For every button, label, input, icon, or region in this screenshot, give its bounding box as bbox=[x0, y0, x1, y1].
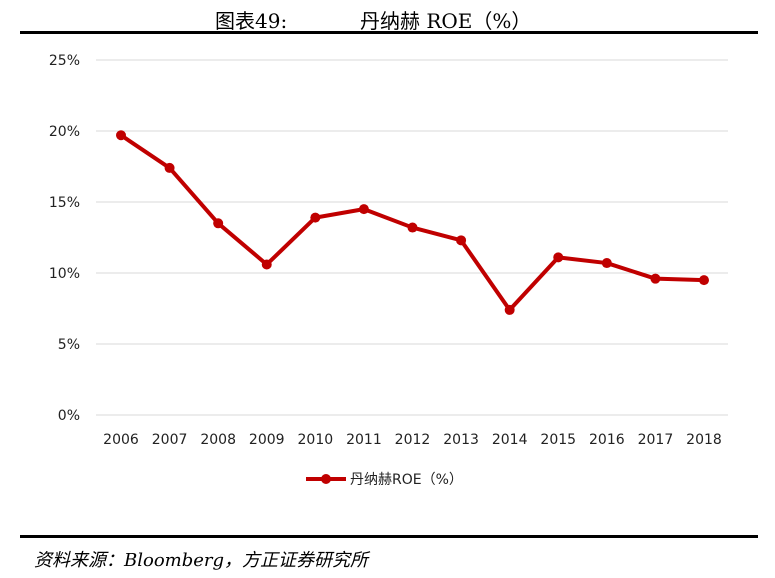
y-tick-label: 15% bbox=[49, 195, 80, 211]
x-tick-label: 2010 bbox=[298, 432, 334, 448]
data-point bbox=[407, 222, 418, 233]
y-tick-label: 25% bbox=[49, 53, 80, 69]
x-tick-label: 2017 bbox=[638, 432, 674, 448]
data-point bbox=[601, 258, 612, 269]
figure-name: 丹纳赫 ROE（%） bbox=[360, 9, 532, 33]
x-tick-label: 2018 bbox=[686, 432, 722, 448]
legend-label: 丹纳赫ROE（%） bbox=[350, 472, 463, 488]
x-tick-label: 2011 bbox=[346, 432, 382, 448]
figure-label: 图表49: bbox=[215, 9, 288, 33]
data-point bbox=[310, 212, 321, 223]
data-point bbox=[456, 235, 467, 246]
data-point bbox=[116, 130, 126, 141]
data-point bbox=[504, 304, 515, 315]
data-point bbox=[650, 273, 661, 284]
data-point bbox=[261, 259, 272, 270]
source-note: 资料来源：Bloomberg，方正证券研究所 bbox=[34, 550, 369, 571]
data-point bbox=[699, 275, 709, 286]
y-tick-label: 0% bbox=[58, 408, 80, 424]
x-tick-label: 2015 bbox=[540, 432, 576, 448]
x-tick-label: 2009 bbox=[249, 432, 285, 448]
bottom-rule bbox=[20, 535, 758, 538]
x-tick-label: 2014 bbox=[492, 432, 528, 448]
x-tick-label: 2016 bbox=[589, 432, 625, 448]
data-point bbox=[213, 218, 224, 229]
x-tick-label: 2012 bbox=[395, 432, 431, 448]
x-tick-label: 2013 bbox=[443, 432, 479, 448]
top-rule bbox=[20, 31, 758, 34]
y-tick-label: 20% bbox=[49, 124, 80, 140]
y-tick-label: 5% bbox=[58, 337, 80, 353]
data-point bbox=[553, 252, 564, 263]
data-point bbox=[164, 162, 175, 173]
data-point bbox=[358, 204, 369, 215]
x-tick-label: 2007 bbox=[152, 432, 188, 448]
legend-marker bbox=[321, 474, 331, 484]
figure-header: 图表49: 丹纳赫 ROE（%） bbox=[0, 2, 775, 33]
x-tick-label: 2006 bbox=[103, 432, 139, 448]
x-tick-label: 2008 bbox=[200, 432, 236, 448]
y-tick-label: 10% bbox=[49, 266, 80, 282]
